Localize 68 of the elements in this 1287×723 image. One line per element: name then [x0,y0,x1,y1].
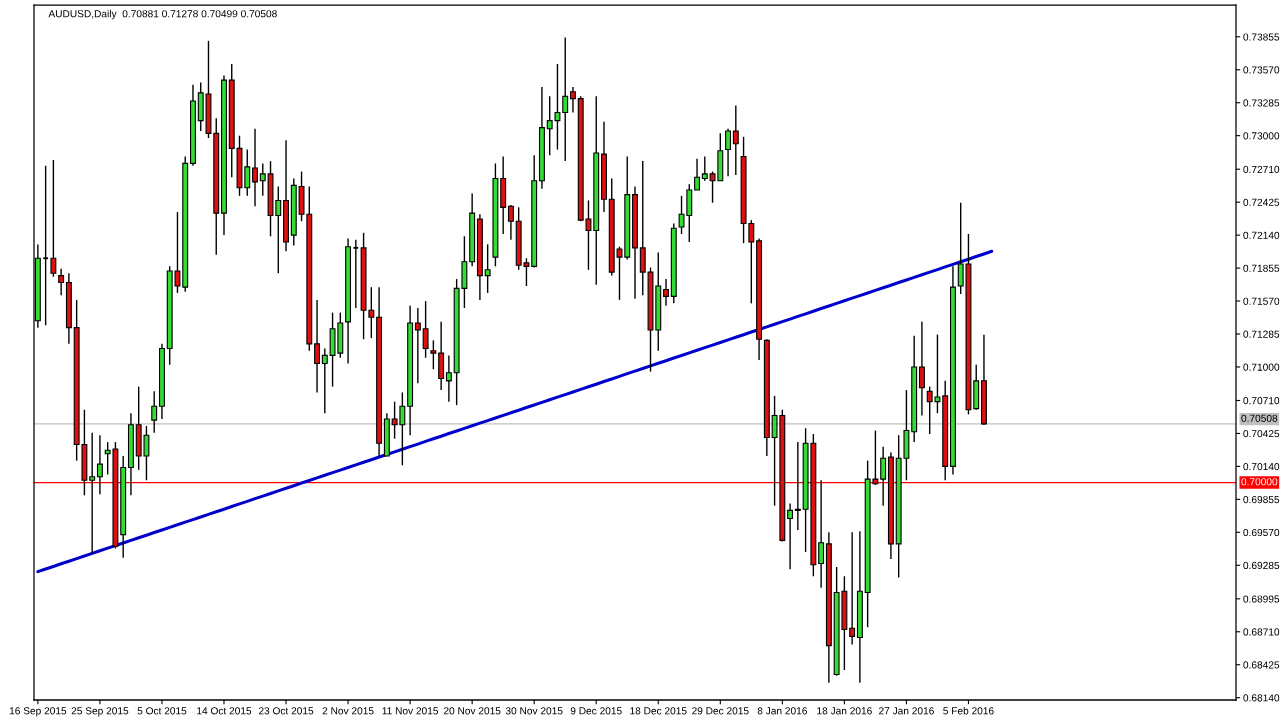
x-tick-label: 30 Nov 2015 [505,707,563,715]
y-tick-label: 0.68995 [1243,595,1280,603]
candlestick [663,278,669,307]
x-tick-label: 9 Dec 2015 [570,707,622,715]
y-tick-label: 0.71855 [1243,264,1280,272]
chart-title: AUDUSD,Daily 0.70881 0.71278 0.70499 0.70508 [48,9,277,20]
y-tick-label: 0.70140 [1243,463,1280,471]
candlestick [321,347,328,414]
candlestick [352,239,360,309]
candlestick [58,267,65,296]
candlestick [484,243,491,294]
candlestick [849,531,856,646]
y-tick-label: 0.70710 [1243,397,1280,405]
candlestick [794,441,801,531]
candlestick [445,354,452,403]
y-tick-label: 0.73285 [1243,99,1280,107]
y-tick-label: 0.68710 [1243,628,1280,636]
candlestick [507,204,514,241]
candlestick [151,390,158,434]
x-tick-label: 27 Jan 2016 [879,707,934,715]
y-tick-label: 0.73570 [1243,66,1280,74]
y-tick-label: 0.68425 [1243,661,1280,669]
candlestick [430,339,437,370]
candlestick [252,128,258,207]
y-tick-label: 0.71570 [1243,297,1280,305]
y-tick-label: 0.70425 [1243,430,1280,438]
candlestick [918,321,925,417]
x-tick-label: 5 Feb 2016 [943,706,994,715]
x-tick-label: 16 Sep 2015 [9,707,67,717]
candlestick [694,158,700,191]
y-tick-label: 0.69570 [1243,528,1280,537]
y-tick-label: 0.71000 [1243,363,1280,371]
x-tick-label: 5 Oct 2015 [137,707,187,715]
candlestick [725,128,732,177]
y-tick-label: 0.68140 [1243,694,1280,702]
candlestick [50,159,57,278]
candlestick [422,300,429,359]
y-tick-label: 0.72140 [1243,231,1280,239]
candlestick [787,502,794,571]
x-tick-label: 23 Oct 2015 [258,707,314,715]
y-tick-label: 0.73000 [1243,132,1280,140]
y-tick-label: 0.73855 [1243,33,1280,41]
x-tick-label: 29 Dec 2015 [692,707,749,715]
candlestick [570,86,576,114]
y-tick-label: 0.69855 [1243,495,1280,504]
candlestick [732,104,739,176]
candlestick [314,299,321,394]
x-tick-label: 14 Oct 2015 [197,707,252,715]
ref-line-label: 0.70000 [1241,478,1278,486]
x-tick-label: 11 Nov 2015 [382,707,439,715]
x-tick-label: 25 Sep 2015 [71,707,129,717]
x-tick-label: 18 Dec 2015 [630,707,687,715]
x-tick-label: 18 Jan 2016 [817,707,872,715]
line-series [36,249,994,574]
y-tick-label: 0.71285 [1243,330,1280,338]
candlestick [880,446,887,507]
y-tick-label: 0.69285 [1243,561,1280,570]
x-tick-label: 8 Jan 2016 [757,707,807,715]
y-tick-label: 0.72425 [1243,198,1280,206]
candlestick [414,307,421,384]
candlestick [89,432,96,554]
candlestick [96,434,103,495]
x-tick-label: 20 Nov 2015 [443,707,501,715]
x-tick-label: 2 Nov 2015 [322,707,374,715]
candlestick [818,479,825,589]
candlestick [42,165,49,327]
ref-line-label: 0.70508 [1241,414,1278,422]
y-tick-label: 0.72710 [1243,165,1280,173]
